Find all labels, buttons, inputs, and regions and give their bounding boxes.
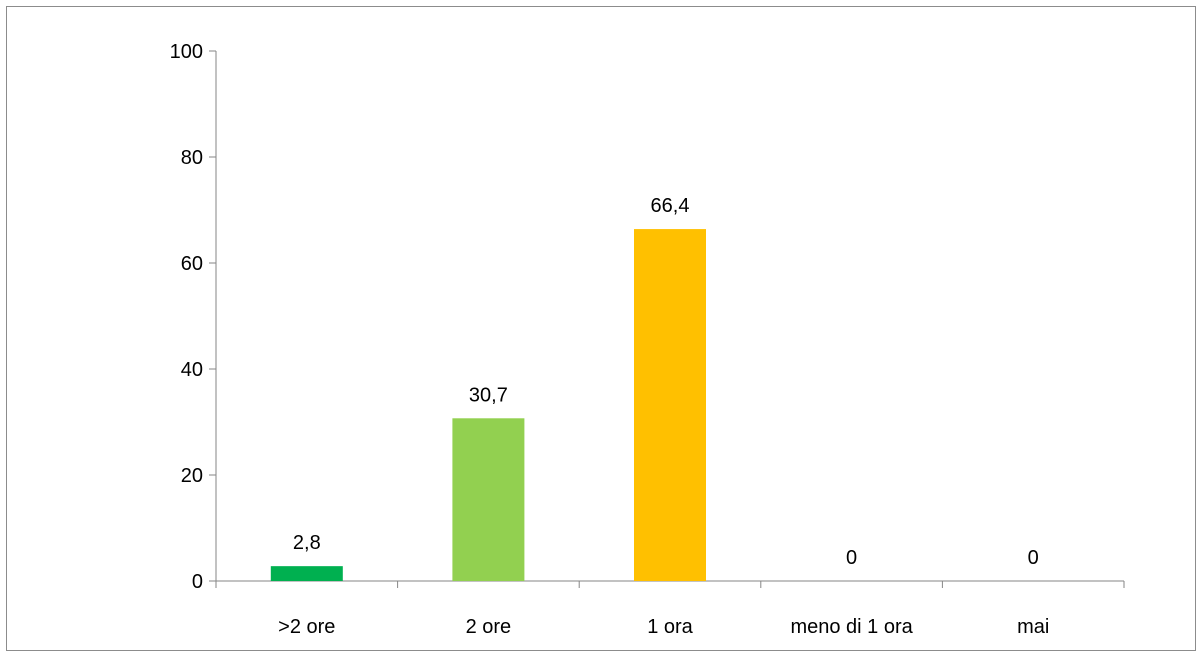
data-label: 30,7	[469, 384, 508, 406]
y-tick-label: 60	[181, 253, 203, 275]
x-category-label: 1 ora	[647, 616, 693, 638]
y-tick-label: 0	[192, 571, 203, 593]
chart-frame	[6, 6, 1196, 651]
bar	[634, 229, 706, 581]
y-tick-label: 40	[181, 359, 203, 381]
y-tick-label: 20	[181, 465, 203, 487]
bar	[452, 418, 525, 581]
data-label: 0	[846, 547, 857, 569]
bar	[270, 566, 343, 581]
data-label: 66,4	[651, 195, 690, 217]
x-category-label: 2 ore	[466, 616, 512, 638]
y-tick-label: 80	[181, 147, 203, 169]
data-label: 2,8	[293, 532, 321, 554]
x-category-label: mai	[1017, 616, 1049, 638]
x-category-label: >2 ore	[278, 616, 335, 638]
y-tick-label: 100	[170, 41, 203, 63]
data-label: 0	[1028, 547, 1039, 569]
x-category-label: meno di 1 ora	[790, 616, 913, 638]
